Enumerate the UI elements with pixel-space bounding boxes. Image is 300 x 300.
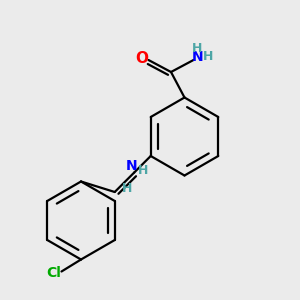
Text: H: H xyxy=(138,164,148,177)
Text: H: H xyxy=(203,50,214,64)
Text: H: H xyxy=(192,42,202,55)
Text: N: N xyxy=(191,50,203,64)
Text: O: O xyxy=(135,51,148,66)
Text: H: H xyxy=(122,182,133,196)
Text: N: N xyxy=(126,160,138,173)
Text: Cl: Cl xyxy=(46,266,62,280)
